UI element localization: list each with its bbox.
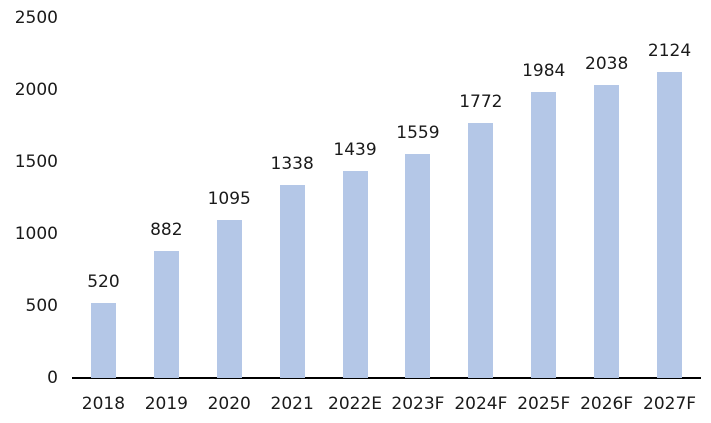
bar-2023F [405,153,431,378]
bar-value-label: 1338 [270,154,314,175]
x-tick-label: 2023F [391,394,445,414]
y-tick-label: 0 [47,367,58,388]
x-axis-line [72,377,701,379]
bar-value-label: 520 [87,272,120,293]
y-tick-label: 500 [25,295,58,316]
x-tick-label: 2025F [517,394,571,414]
y-tick-label: 1500 [14,151,58,172]
y-tick-label: 1000 [14,223,58,244]
bar-2018 [90,303,116,378]
x-tick-label: 2024F [454,394,508,414]
bar-value-label: 1439 [333,139,377,160]
y-tick-label: 2500 [14,7,58,28]
bar-2020 [216,220,242,378]
x-tick-label: 2020 [207,394,251,414]
bar-2026F [594,84,620,378]
y-tick-label: 2000 [14,79,58,100]
bar-value-label: 1772 [459,91,503,112]
x-tick-label: 2022E [328,394,383,414]
bar-value-label: 1095 [207,189,251,210]
bar-value-label: 2124 [647,41,692,62]
bar-2019 [153,250,179,378]
x-tick-label: 2027F [643,394,697,414]
x-tick-label: 2021 [270,394,314,414]
x-tick-label: 2019 [144,394,188,414]
x-tick-label: 2018 [81,394,126,414]
bar-2024F [468,122,494,378]
bar-2027F [657,72,683,378]
bar-2021 [279,185,305,378]
bar-value-label: 2038 [585,53,629,74]
bar-value-label: 1559 [396,122,440,143]
bar-value-label: 882 [150,219,183,240]
bar-2025F [531,92,557,378]
bar-2022E [342,170,368,378]
bar-value-label: 1984 [522,61,566,82]
x-tick-label: 2026F [580,394,634,414]
